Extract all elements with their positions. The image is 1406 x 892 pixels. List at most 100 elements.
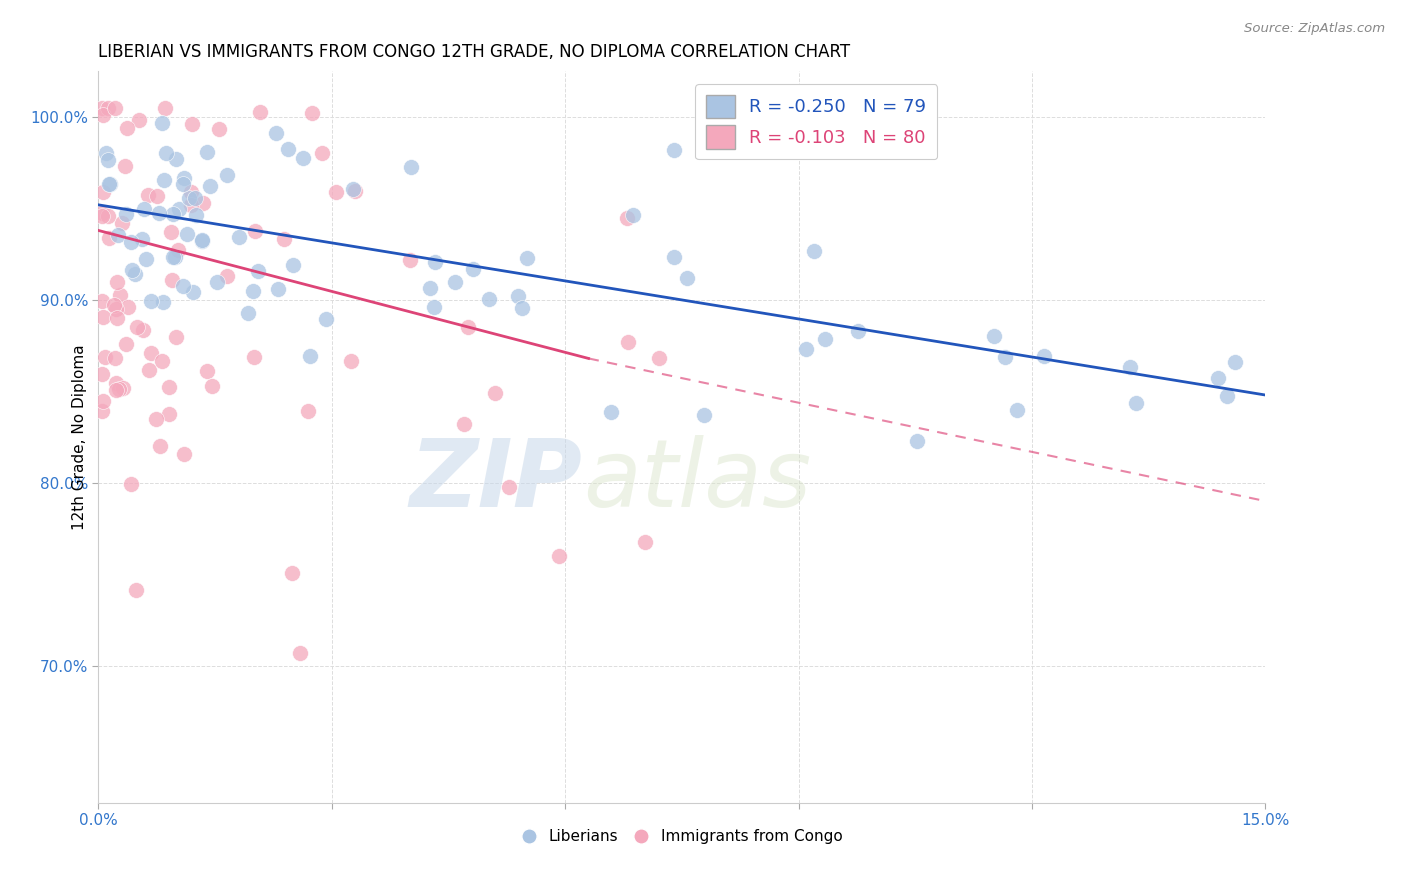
- Point: [173, 170, 195, 185]
- Point: [91, 185, 114, 199]
- Point: [342, 182, 364, 196]
- Point: [107, 227, 129, 242]
- Text: ZIP: ZIP: [409, 435, 582, 527]
- Point: [215, 168, 238, 182]
- Point: [91, 206, 114, 220]
- Point: [463, 261, 485, 276]
- Point: [115, 336, 138, 351]
- Y-axis label: 12th Grade, No Diploma: 12th Grade, No Diploma: [72, 344, 87, 530]
- Point: [277, 142, 299, 156]
- Point: [149, 439, 172, 453]
- Point: [676, 271, 699, 285]
- Point: [111, 381, 134, 395]
- Point: [201, 379, 224, 393]
- Point: [162, 207, 184, 221]
- Point: [634, 535, 657, 549]
- Point: [94, 350, 117, 364]
- Point: [173, 447, 195, 461]
- Point: [516, 251, 538, 265]
- Point: [165, 153, 187, 167]
- Point: [419, 281, 441, 295]
- Point: [498, 479, 520, 493]
- Point: [484, 386, 506, 401]
- Point: [152, 294, 174, 309]
- Point: [150, 353, 173, 368]
- Point: [121, 263, 143, 277]
- Point: [157, 407, 180, 421]
- Point: [96, 145, 118, 160]
- Point: [155, 145, 177, 160]
- Point: [325, 185, 347, 199]
- Point: [662, 143, 685, 157]
- Point: [125, 320, 148, 334]
- Point: [315, 312, 337, 326]
- Point: [91, 368, 114, 382]
- Point: [172, 279, 194, 293]
- Point: [104, 383, 127, 397]
- Point: [617, 335, 640, 350]
- Point: [110, 288, 132, 302]
- Point: [146, 189, 169, 203]
- Point: [510, 301, 533, 315]
- Point: [103, 298, 125, 312]
- Point: [249, 104, 271, 119]
- Point: [148, 206, 170, 220]
- Point: [179, 191, 201, 205]
- Point: [616, 211, 638, 225]
- Point: [139, 346, 162, 360]
- Point: [246, 263, 269, 277]
- Point: [647, 351, 669, 366]
- Point: [165, 250, 187, 264]
- Point: [131, 232, 153, 246]
- Text: atlas: atlas: [582, 435, 811, 526]
- Point: [180, 197, 202, 211]
- Point: [114, 159, 136, 173]
- Point: [98, 178, 121, 192]
- Point: [162, 273, 184, 287]
- Point: [238, 306, 260, 320]
- Point: [297, 404, 319, 418]
- Point: [243, 350, 266, 364]
- Point: [124, 267, 146, 281]
- Point: [547, 549, 569, 563]
- Point: [273, 232, 295, 246]
- Point: [457, 320, 479, 334]
- Point: [105, 301, 128, 316]
- Point: [423, 254, 446, 268]
- Point: [135, 252, 157, 267]
- Point: [1033, 349, 1056, 363]
- Point: [145, 412, 167, 426]
- Point: [165, 330, 187, 344]
- Point: [132, 202, 155, 217]
- Point: [105, 311, 128, 326]
- Point: [120, 477, 142, 491]
- Point: [91, 394, 114, 409]
- Point: [195, 145, 218, 160]
- Point: [1225, 355, 1247, 369]
- Point: [662, 251, 685, 265]
- Point: [111, 216, 134, 230]
- Point: [91, 108, 114, 122]
- Point: [181, 285, 204, 300]
- Point: [105, 275, 128, 289]
- Point: [794, 343, 817, 357]
- Point: [1208, 371, 1230, 385]
- Point: [281, 258, 304, 272]
- Point: [104, 376, 127, 390]
- Point: [242, 284, 264, 298]
- Point: [97, 209, 120, 223]
- Point: [138, 363, 160, 377]
- Point: [91, 101, 114, 115]
- Point: [340, 354, 363, 368]
- Point: [301, 106, 323, 120]
- Point: [91, 310, 114, 324]
- Point: [104, 101, 127, 115]
- Point: [107, 382, 129, 396]
- Point: [1119, 360, 1142, 375]
- Point: [508, 289, 530, 303]
- Point: [983, 329, 1005, 343]
- Point: [191, 234, 214, 248]
- Point: [117, 300, 139, 314]
- Point: [453, 417, 475, 431]
- Point: [292, 151, 315, 165]
